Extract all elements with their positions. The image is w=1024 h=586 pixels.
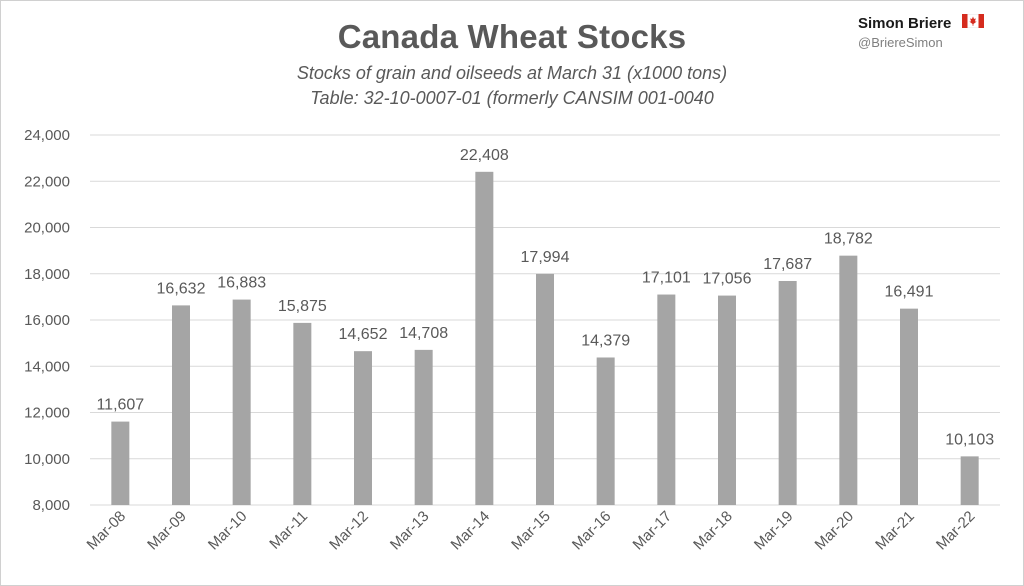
x-tick-label: Mar-09: [144, 508, 190, 554]
bar: [718, 295, 736, 505]
data-label: 17,056: [703, 271, 752, 288]
bar: [536, 273, 554, 505]
chart-subtitle-line1: Stocks of grain and oilseeds at March 31…: [296, 63, 728, 83]
x-tick-label: Mar-18: [690, 508, 736, 554]
x-tick-label: Mar-08: [84, 508, 130, 554]
brand-name: Simon Briere: [858, 15, 952, 32]
bar: [960, 456, 979, 505]
bar: [900, 308, 918, 505]
y-tick-label: 18,000: [24, 266, 70, 283]
y-tick-label: 22,000: [24, 173, 70, 190]
x-tick-label: Mar-11: [266, 508, 311, 553]
brand-block: Simon Briere @BriereSimon: [858, 13, 985, 50]
data-label: 10,103: [945, 431, 994, 448]
data-label: 17,101: [642, 270, 691, 287]
bar: [172, 305, 190, 505]
bar: [839, 255, 858, 505]
y-tick-label: 10,000: [24, 451, 70, 468]
bar: [778, 280, 797, 505]
bar: [657, 294, 676, 505]
x-tick-label: Mar-20: [812, 508, 858, 554]
y-tick-label: 16,000: [24, 312, 70, 329]
x-tick-label: Mar-17: [630, 508, 676, 554]
bar: [414, 349, 433, 505]
chart-subtitle-line2: Table: 32-10-0007-01 (formerly CANSIM 00…: [310, 88, 714, 108]
x-tick-label: Mar-22: [933, 508, 979, 554]
bars: [111, 171, 979, 505]
x-tick-label: Mar-10: [205, 508, 251, 554]
data-label: 18,782: [824, 231, 873, 248]
x-tick-label: Mar-13: [387, 508, 433, 554]
bar: [596, 357, 615, 505]
x-tick-label: Mar-16: [569, 508, 615, 554]
canada-flag-icon: [961, 13, 985, 33]
data-label: 14,708: [399, 325, 448, 342]
data-label: 16,883: [217, 275, 266, 292]
data-label: 14,379: [581, 332, 630, 349]
x-tick-label: Mar-15: [508, 508, 554, 554]
data-label: 16,491: [885, 284, 934, 301]
y-tick-label: 14,000: [24, 358, 70, 375]
x-tick-label: Mar-14: [448, 508, 494, 554]
data-label: 11,607: [96, 397, 144, 414]
bar: [354, 351, 372, 505]
data-label: 22,408: [460, 147, 509, 164]
y-tick-label: 24,000: [24, 127, 70, 144]
data-label: 15,875: [278, 298, 327, 315]
data-labels: 11,607 16,632 16,883 15,875 14,652 14,708 22,4…: [96, 147, 994, 449]
x-tick-label: Mar-21: [872, 508, 918, 554]
data-label: 17,687: [763, 256, 812, 273]
y-tick-label: 12,000: [24, 405, 70, 422]
y-axis-tick-labels: 8,000 10,000 12,000 14,000 16,000 18,000 20,00…: [24, 127, 70, 514]
bar: [111, 421, 130, 505]
y-tick-label: 20,000: [24, 220, 70, 237]
bar: [232, 299, 251, 505]
x-tick-label: Mar-12: [326, 508, 372, 554]
chart-title: Canada Wheat Stocks: [337, 18, 687, 55]
x-axis-tick-labels: Mar-08 Mar-09 Mar-10 Mar-11 Mar-12 Mar-13 Mar-…: [84, 508, 979, 554]
data-label: 16,632: [157, 280, 206, 297]
bar: [293, 322, 312, 505]
data-label: 17,994: [521, 249, 570, 266]
bar: [475, 171, 494, 505]
x-tick-label: Mar-19: [751, 508, 797, 554]
y-tick-label: 8,000: [32, 497, 70, 514]
brand-handle: @BriereSimon: [858, 35, 943, 50]
data-label: 14,652: [339, 326, 388, 343]
